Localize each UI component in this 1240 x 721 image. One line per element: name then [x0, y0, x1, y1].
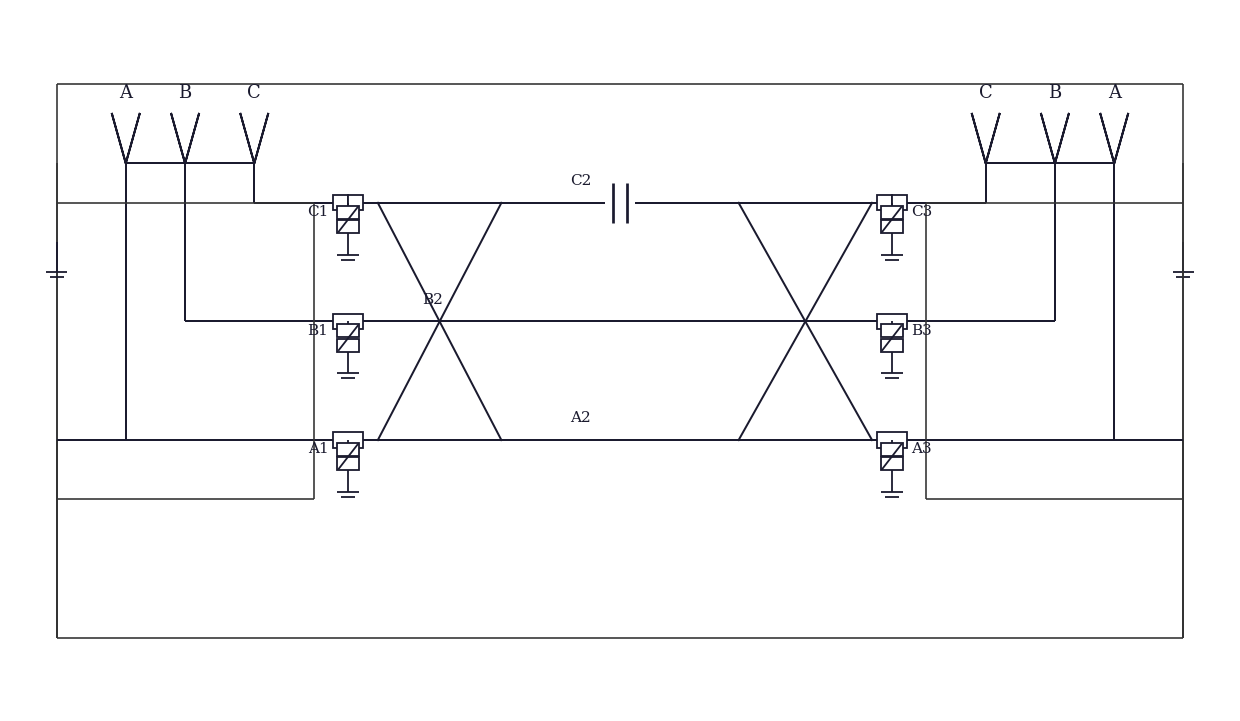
- Text: A2: A2: [570, 411, 590, 425]
- Text: B1: B1: [308, 324, 329, 338]
- Bar: [337, 457, 360, 470]
- Bar: [348, 195, 363, 211]
- Text: A: A: [119, 84, 133, 102]
- Bar: [880, 339, 903, 352]
- Text: C3: C3: [911, 205, 932, 219]
- Bar: [337, 205, 360, 218]
- Bar: [880, 443, 903, 456]
- Bar: [892, 195, 906, 211]
- Text: A3: A3: [911, 443, 932, 456]
- Bar: [877, 432, 906, 448]
- Bar: [880, 324, 903, 337]
- Bar: [880, 220, 903, 233]
- Bar: [337, 443, 360, 456]
- Text: C: C: [248, 84, 262, 102]
- Text: C1: C1: [308, 205, 329, 219]
- Text: B: B: [1048, 84, 1061, 102]
- Bar: [337, 220, 360, 233]
- Text: B: B: [179, 84, 192, 102]
- Bar: [334, 195, 348, 211]
- Text: A: A: [1107, 84, 1121, 102]
- Bar: [877, 314, 906, 329]
- Bar: [877, 195, 892, 211]
- Bar: [880, 205, 903, 218]
- Bar: [334, 314, 363, 329]
- Bar: [337, 324, 360, 337]
- Text: C2: C2: [569, 174, 591, 188]
- Text: A1: A1: [308, 443, 329, 456]
- Bar: [337, 339, 360, 352]
- Text: B3: B3: [911, 324, 932, 338]
- Text: B2: B2: [422, 293, 443, 306]
- Text: C: C: [978, 84, 992, 102]
- Bar: [880, 457, 903, 470]
- Bar: [334, 432, 363, 448]
